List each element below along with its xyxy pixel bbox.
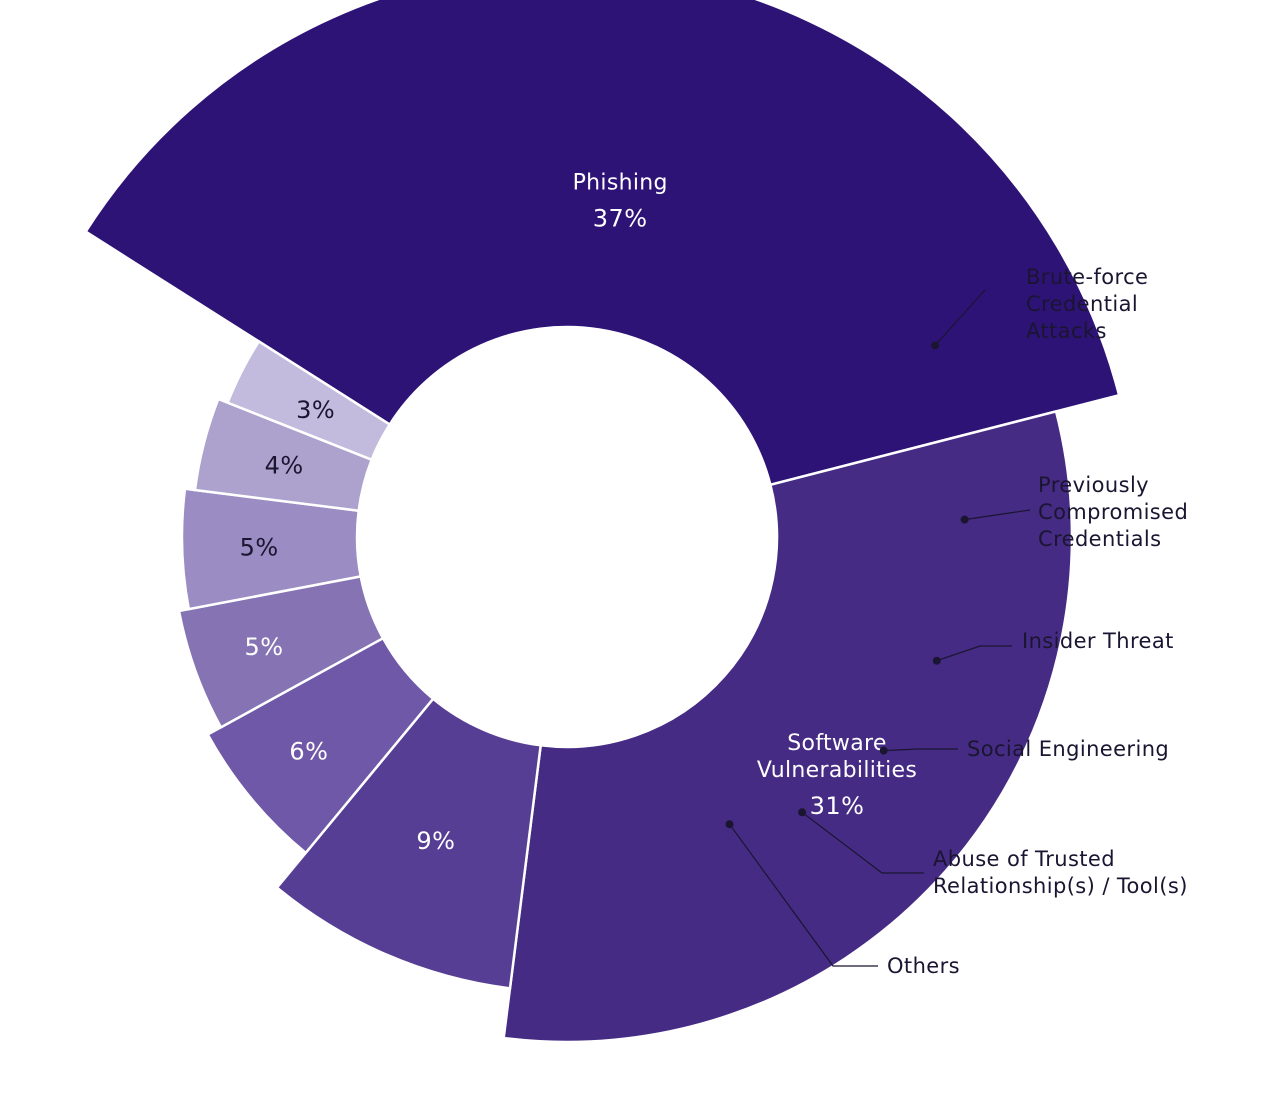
callout-label-insider-threat-line-1: Insider Threat bbox=[1022, 629, 1174, 653]
callout-label-brute-force-credential-attacks-line-2: Credential bbox=[1026, 292, 1138, 316]
slice-value-phishing: 37% bbox=[593, 205, 648, 233]
slice-previously-compromised-credentials bbox=[206, 636, 435, 855]
slice-value-social-engineering: 5% bbox=[240, 534, 279, 562]
slice-name-software-vulnerabilities-line-2: Vulnerabilities bbox=[757, 758, 917, 783]
callouts-group: Brute-force Credential Attacks Previously Co… bbox=[725, 265, 1188, 978]
slice-value-software-vulnerabilities: 31% bbox=[810, 792, 865, 820]
slice-insider-threat bbox=[177, 574, 385, 729]
slice-social-engineering bbox=[180, 487, 363, 611]
callout-line-insider-threat bbox=[936, 645, 1012, 662]
callout-dot-previously-compromised-credentials bbox=[960, 515, 969, 524]
callout-dot-social-engineering bbox=[879, 746, 888, 755]
callout-dot-brute-force-credential-attacks bbox=[931, 341, 940, 350]
callout-label-abuse-of-trusted-relationship-s-tool-s-line-2: Relationship(s) / Tool(s) bbox=[933, 874, 1188, 898]
slice-value-previously-compromised-credentials: 6% bbox=[289, 738, 328, 766]
callout-dot-abuse-of-trusted-relationship-s-tool-s bbox=[798, 808, 807, 817]
callout-label-previously-compromised-credentials-line-1: Previously bbox=[1038, 473, 1149, 497]
callout-line-previously-compromised-credentials bbox=[964, 509, 1031, 521]
callout-label-brute-force-credential-attacks-line-1: Brute-force bbox=[1026, 265, 1148, 289]
slice-name-phishing-line-1: Phishing bbox=[573, 171, 668, 196]
callout-label-abuse-of-trusted-relationship-s-tool-s-line-1: Abuse of Trusted bbox=[933, 847, 1115, 871]
callout-label-previously-compromised-credentials-line-3: Credentials bbox=[1038, 527, 1161, 551]
callout-label-brute-force-credential-attacks-line-3: Attacks bbox=[1026, 319, 1107, 343]
callout-line-social-engineering bbox=[883, 748, 958, 752]
slice-others bbox=[225, 339, 392, 462]
callout-line-brute-force-credential-attacks bbox=[934, 289, 986, 346]
slice-software-vulnerabilities bbox=[502, 409, 1074, 1044]
callout-line-abuse-of-trusted-relationship-s-tool-s bbox=[801, 811, 924, 874]
slice-value-insider-threat: 5% bbox=[244, 633, 283, 661]
callout-line-others bbox=[729, 823, 878, 967]
slice-value-others: 3% bbox=[296, 396, 335, 424]
slice-phishing bbox=[83, 0, 1121, 487]
callout-dot-insider-threat bbox=[932, 656, 941, 665]
callout-label-social-engineering-line-1: Social Engineering bbox=[967, 737, 1169, 761]
callout-label-others-line-1: Others bbox=[887, 954, 960, 978]
callout-label-previously-compromised-credentials-line-2: Compromised bbox=[1038, 500, 1188, 524]
slice-value-brute-force-credential-attacks: 9% bbox=[416, 827, 455, 855]
slice-value-abuse-of-trusted-relationship-s-tool-s: 4% bbox=[265, 451, 304, 479]
slice-name-software-vulnerabilities-line-1: Software bbox=[787, 731, 886, 756]
slices-group bbox=[83, 0, 1121, 1044]
slice-brute-force-credential-attacks bbox=[275, 697, 543, 990]
callout-dot-others bbox=[725, 820, 734, 829]
